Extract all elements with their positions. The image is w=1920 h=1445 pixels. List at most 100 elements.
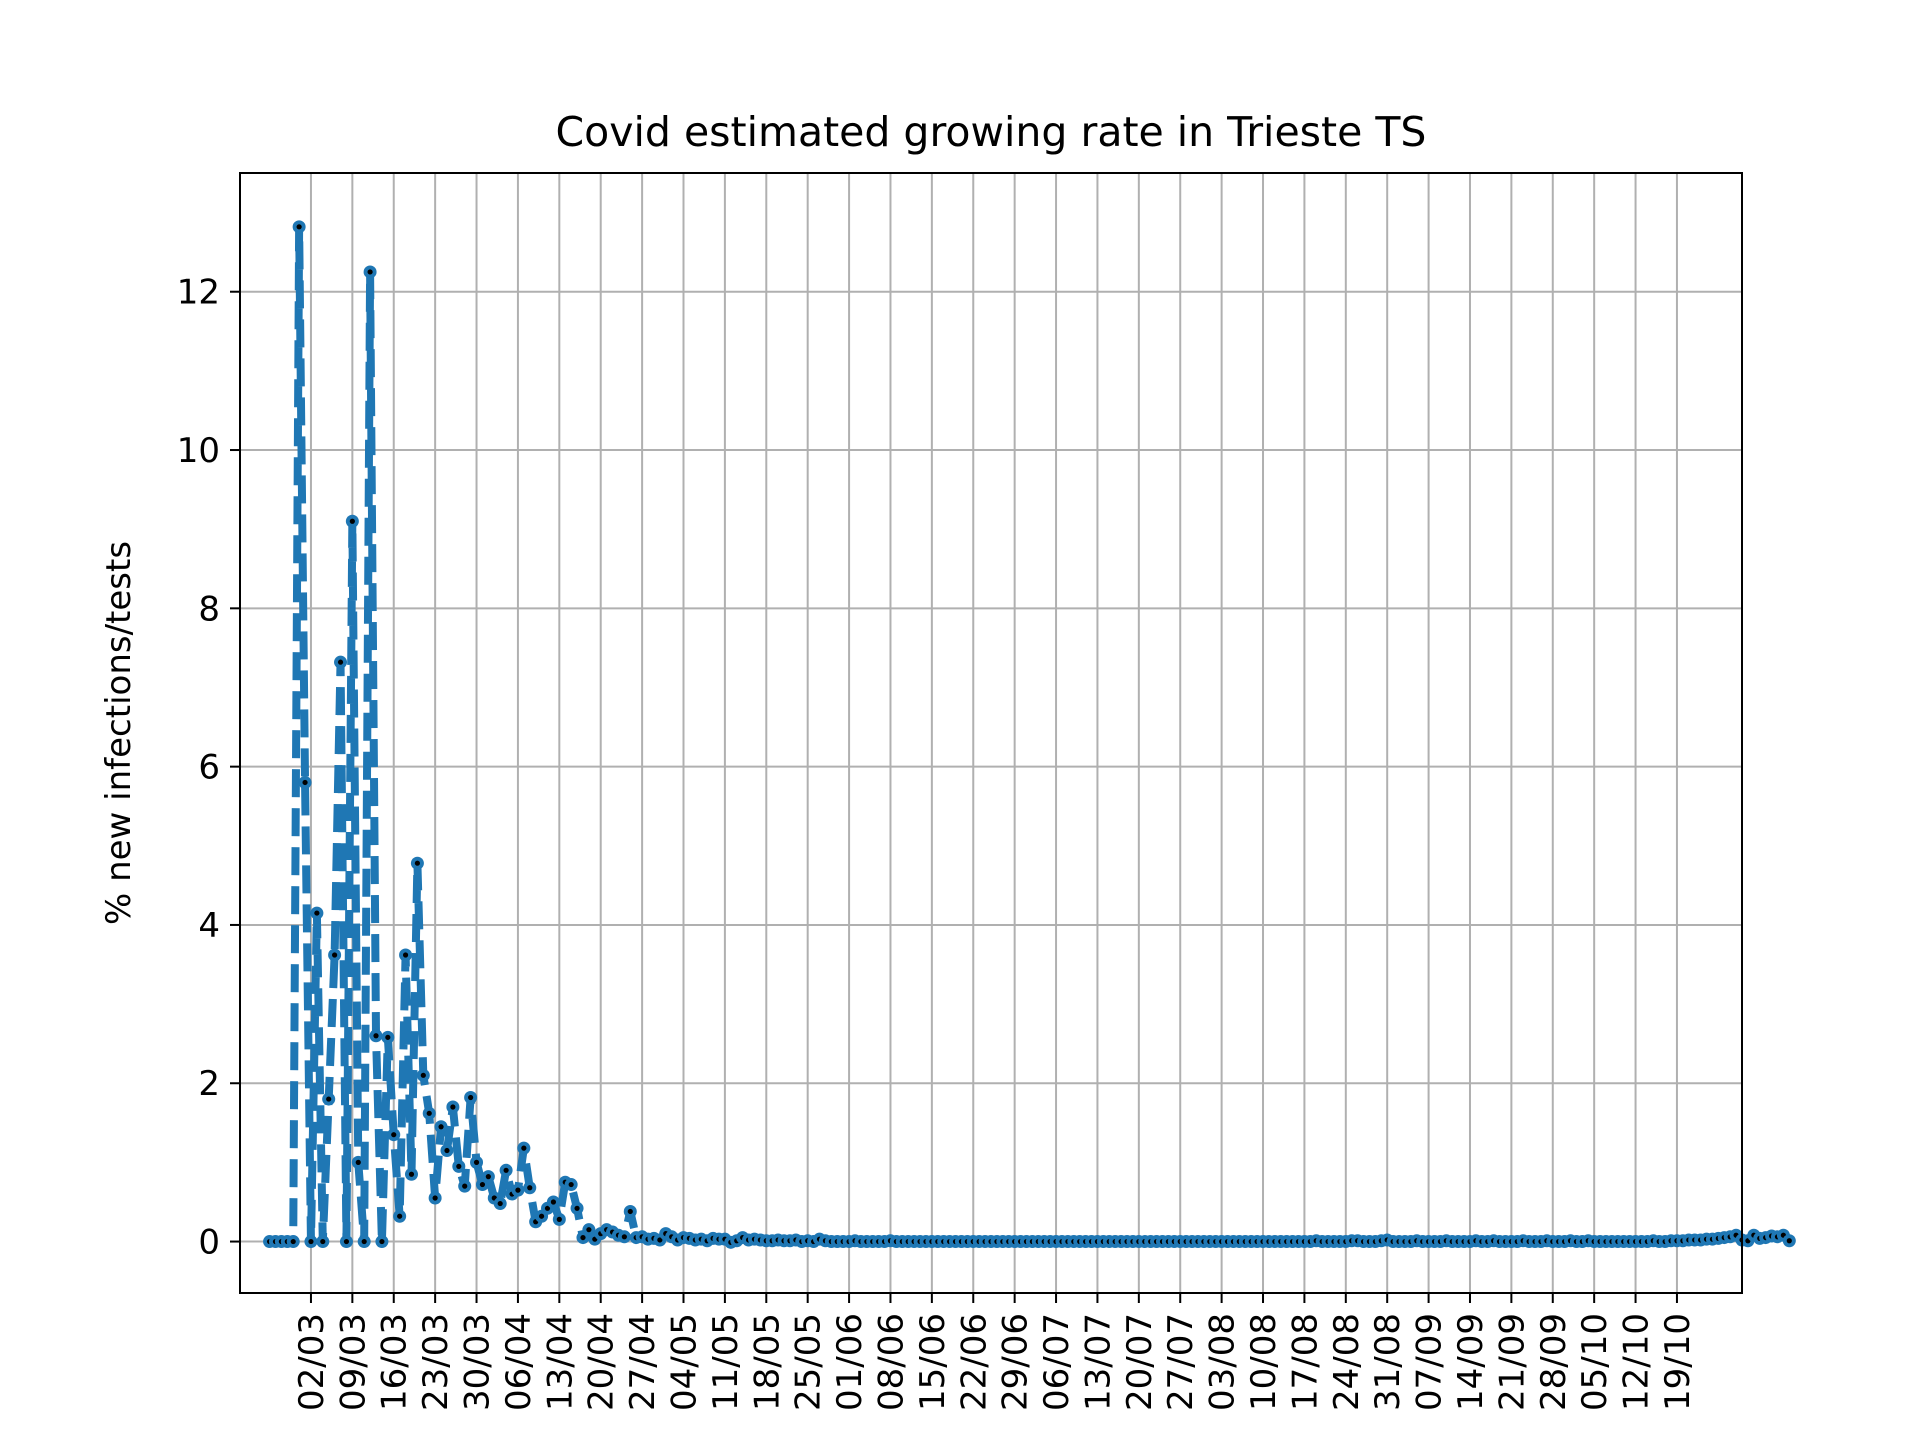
x-tick-label: 27/07 (1161, 1313, 1201, 1411)
data-point (349, 518, 355, 524)
data-point (556, 1216, 562, 1222)
data-point (479, 1181, 486, 1188)
data-point (550, 1199, 557, 1205)
y-axis-ticks: 0 2 4 6 8 10 12 (177, 273, 240, 1263)
y-tick-label: 2 (198, 1064, 220, 1104)
data-point (497, 1200, 503, 1207)
data-point (379, 1238, 385, 1245)
data-point (320, 1238, 326, 1245)
x-tick-label: 20/04 (582, 1313, 622, 1411)
data-point (473, 1159, 480, 1165)
data-point (657, 1237, 663, 1243)
data-point (432, 1195, 438, 1201)
x-tick-label: 15/06 (913, 1313, 953, 1411)
data-point (332, 952, 338, 958)
data-point (621, 1234, 627, 1240)
data-point (485, 1174, 491, 1180)
x-tick-label: 23/03 (416, 1313, 456, 1411)
x-tick-label: 06/04 (499, 1313, 539, 1411)
data-point (515, 1187, 521, 1193)
x-tick-label: 17/08 (1285, 1313, 1325, 1411)
data-point (343, 1238, 350, 1245)
y-tick-label: 10 (177, 431, 220, 471)
x-axis-ticks: 02/03 09/03 16/03 23/03 30/03 06/04 13/04 20/04… (292, 1293, 1698, 1411)
x-tick-label: 02/03 (292, 1313, 332, 1411)
data-point (568, 1181, 574, 1188)
data-point (314, 910, 320, 916)
data-point (580, 1234, 586, 1241)
x-tick-label: 20/07 (1120, 1313, 1160, 1411)
x-tick-label: 30/03 (458, 1313, 498, 1411)
x-tick-label: 13/04 (540, 1313, 580, 1411)
x-tick-label: 03/08 (1203, 1313, 1243, 1411)
data-point (385, 1034, 391, 1040)
x-tick-label: 13/07 (1078, 1313, 1118, 1411)
x-tick-label: 14/09 (1451, 1313, 1491, 1411)
x-tick-label: 06/07 (1037, 1313, 1077, 1411)
x-tick-label: 31/08 (1368, 1313, 1408, 1411)
data-point (586, 1227, 592, 1233)
y-axis-label: % new infections/tests (99, 541, 139, 925)
data-point (426, 1110, 432, 1116)
data-point (627, 1208, 633, 1215)
x-tick-label: 08/06 (871, 1313, 911, 1411)
data-point (521, 1145, 527, 1151)
x-tick-label: 27/04 (623, 1313, 663, 1411)
data-point (420, 1072, 426, 1078)
data-point (290, 1238, 296, 1245)
data-point (444, 1147, 450, 1154)
y-tick-label: 4 (198, 906, 220, 946)
x-tick-label: 04/05 (665, 1313, 705, 1411)
data-point (408, 1171, 415, 1177)
x-tick-label: 09/03 (333, 1313, 373, 1411)
x-tick-label: 05/10 (1575, 1313, 1615, 1411)
grid-lines (240, 173, 1742, 1293)
data-point (1786, 1238, 1792, 1244)
data-point (438, 1124, 444, 1130)
x-tick-label: 28/09 (1534, 1313, 1574, 1411)
data-point (302, 779, 308, 786)
data-point (397, 1213, 403, 1219)
y-tick-label: 0 (198, 1223, 220, 1263)
data-point (367, 269, 373, 275)
data-point (538, 1213, 545, 1219)
plot-frame (239, 172, 1743, 1294)
data-point (456, 1163, 462, 1169)
data-point (308, 1238, 314, 1245)
data-point (414, 860, 420, 866)
x-tick-label: 12/10 (1617, 1313, 1657, 1411)
x-tick-label: 22/06 (954, 1313, 994, 1411)
y-tick-label: 12 (177, 273, 220, 313)
series-markers (263, 220, 1796, 1249)
x-tick-label: 19/10 (1658, 1313, 1698, 1411)
y-tick-label: 6 (198, 748, 220, 788)
x-tick-label: 11/05 (706, 1313, 746, 1411)
data-point (296, 224, 302, 230)
data-point (373, 1033, 379, 1039)
data-point (544, 1205, 551, 1211)
x-tick-label: 21/09 (1492, 1313, 1532, 1411)
data-point (326, 1096, 332, 1102)
data-point (391, 1132, 397, 1138)
data-point (468, 1094, 474, 1101)
data-point (337, 659, 344, 665)
chart-title: Covid estimated growing rate in Trieste … (556, 108, 1427, 156)
data-point (574, 1205, 580, 1211)
x-tick-label: 18/05 (747, 1313, 787, 1411)
x-tick-label: 25/05 (789, 1313, 829, 1411)
data-point (355, 1159, 361, 1165)
data-point (361, 1238, 367, 1245)
data-point (462, 1183, 468, 1189)
data-point (503, 1167, 509, 1173)
y-tick-label: 8 (198, 589, 220, 629)
data-point (450, 1104, 456, 1110)
data-point (402, 952, 409, 958)
x-tick-label: 16/03 (375, 1313, 415, 1411)
x-tick-label: 01/06 (830, 1313, 870, 1411)
data-point (527, 1185, 533, 1191)
x-tick-label: 07/09 (1410, 1313, 1450, 1411)
x-tick-label: 24/08 (1327, 1313, 1367, 1411)
